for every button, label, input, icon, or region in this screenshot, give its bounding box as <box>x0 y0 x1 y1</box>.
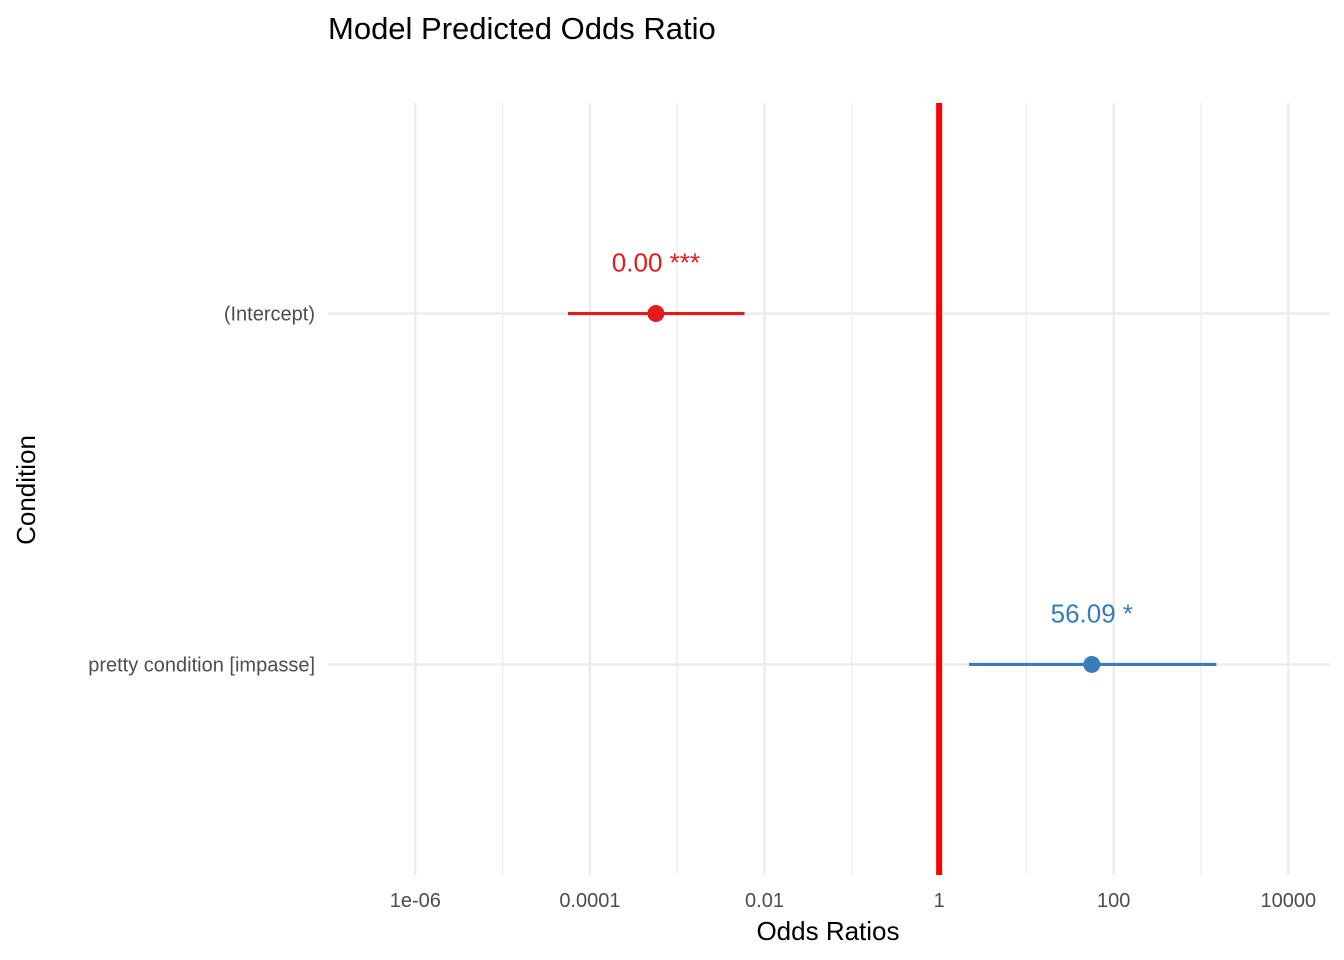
x-tick-label: 10000 <box>1261 890 1317 912</box>
y-axis-title: Condition <box>11 435 41 545</box>
x-tick-labels: 1e-06 0.0001 0.01 1 100 10000 <box>390 890 1316 912</box>
x-tick-label: 0.01 <box>745 890 784 912</box>
x-tick-label: 1e-06 <box>390 890 441 912</box>
data-label: 56.09 * <box>1051 598 1133 628</box>
estimate-point <box>1083 655 1101 673</box>
y-tick-label: (Intercept) <box>224 304 315 326</box>
estimate-point <box>647 305 665 323</box>
data-marks: 0.00 *** 56.09 * <box>567 248 1217 673</box>
x-axis-title: Odds Ratios <box>756 916 899 946</box>
y-tick-label: pretty condition [impasse] <box>88 654 315 676</box>
x-tick-label: 100 <box>1097 890 1130 912</box>
data-label: 0.00 *** <box>612 248 700 278</box>
x-tick-label: 0.0001 <box>559 890 620 912</box>
x-tick-label: 1 <box>934 890 945 912</box>
y-tick-labels: (Intercept) pretty condition [impasse] <box>88 304 315 677</box>
grid-lines <box>328 103 1330 875</box>
chart-title: Model Predicted Odds Ratio <box>328 11 716 46</box>
